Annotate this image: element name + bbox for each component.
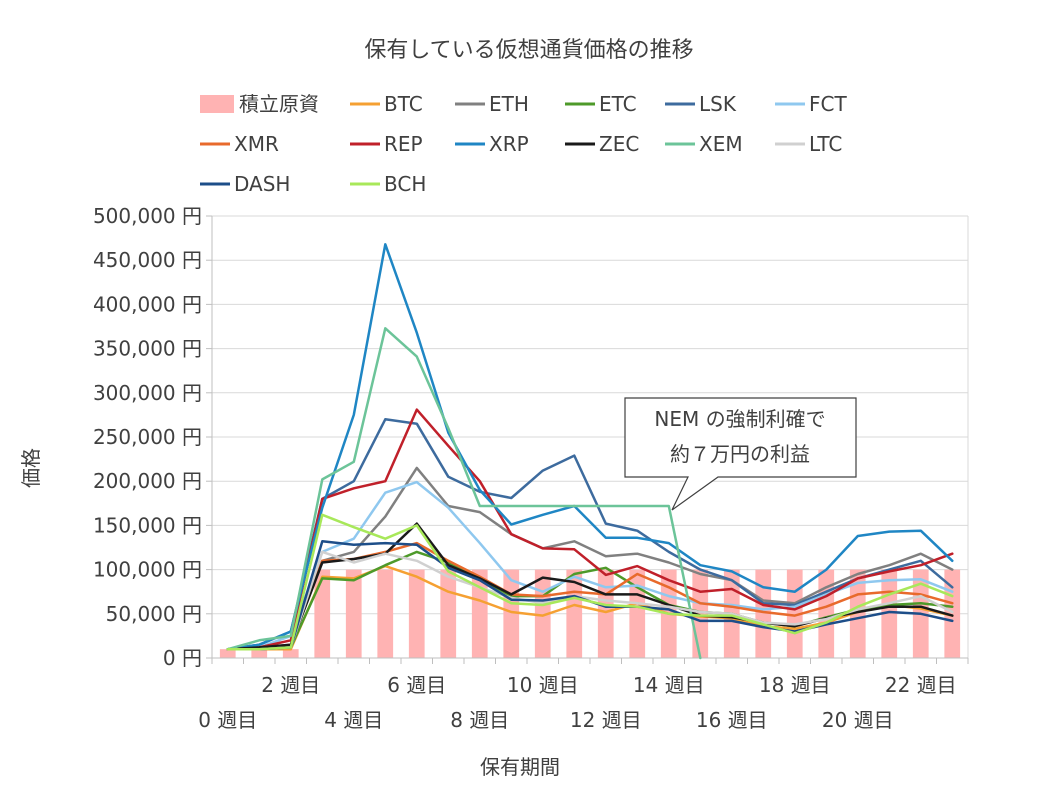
legend-label: ETH bbox=[489, 92, 529, 116]
legend: 積立原資 BTC ETH ETC LSK FCT XMR REP XRP ZEC XEM LTC DAS… bbox=[200, 92, 847, 196]
series-line-rep bbox=[226, 408, 954, 651]
bar-3 bbox=[314, 569, 331, 658]
annotation-box bbox=[624, 397, 857, 511]
bar-0 bbox=[219, 649, 236, 658]
y-tick-label: 0 円 bbox=[163, 646, 202, 670]
y-tick-label: 250,000 円 bbox=[93, 425, 202, 449]
y-tick-label: 100,000 円 bbox=[93, 558, 202, 582]
y-axis-label: 価格 bbox=[19, 448, 43, 488]
x-axis-label: 保有期間 bbox=[480, 755, 560, 779]
x-tick-label: 16 週目 bbox=[696, 708, 768, 732]
bar-10 bbox=[534, 569, 551, 658]
series-line-xrp bbox=[226, 243, 954, 651]
legend-label: ZEC bbox=[599, 132, 639, 156]
series-line-xmr bbox=[226, 541, 954, 651]
annotation-callout: NEM の強制利確で 約７万円の利益 bbox=[624, 397, 857, 511]
series-line-lsk bbox=[226, 418, 954, 651]
bar-2 bbox=[282, 649, 299, 658]
x-tick-label: 8 週目 bbox=[450, 708, 509, 732]
legend-label: ETC bbox=[599, 92, 637, 116]
legend-label: FCT bbox=[809, 92, 847, 116]
bar-6 bbox=[408, 569, 425, 658]
y-tick-label: 350,000 円 bbox=[93, 337, 202, 361]
legend-label: 積立原資 bbox=[239, 92, 319, 116]
x-tick-label: 2 週目 bbox=[261, 673, 320, 697]
series-line-xem bbox=[226, 327, 702, 660]
legend-label: LTC bbox=[809, 132, 842, 156]
y-tick-label: 200,000 円 bbox=[93, 469, 202, 493]
bar-17 bbox=[755, 569, 772, 658]
bar-23 bbox=[944, 569, 961, 658]
bar-4 bbox=[345, 569, 362, 658]
y-tick-label: 450,000 円 bbox=[93, 248, 202, 272]
y-tick-label: 500,000 円 bbox=[93, 204, 202, 228]
bar-5 bbox=[377, 569, 394, 658]
x-tick-label: 18 週目 bbox=[759, 673, 831, 697]
chart-title: 保有している仮想通貨価格の推移 bbox=[364, 38, 693, 63]
legend-label: BCH bbox=[384, 172, 426, 196]
x-tick-label: 12 週目 bbox=[570, 708, 642, 732]
legend-label: XMR bbox=[234, 132, 279, 156]
legend-label: BTC bbox=[384, 92, 423, 116]
bar-7 bbox=[440, 569, 457, 658]
x-tick-label: 20 週目 bbox=[822, 708, 894, 732]
bar-1 bbox=[251, 649, 268, 658]
annotation-line-1: NEM の強制利確で bbox=[654, 407, 825, 431]
bar-19 bbox=[818, 569, 835, 658]
y-tick-label: 300,000 円 bbox=[93, 381, 202, 405]
bar-8 bbox=[471, 569, 488, 658]
series-line-ltc bbox=[226, 550, 954, 651]
bar-13 bbox=[629, 569, 646, 658]
x-tick-label: 22 週目 bbox=[885, 673, 957, 697]
y-tick-label: 400,000 円 bbox=[93, 292, 202, 316]
series-line-bch bbox=[226, 513, 954, 651]
x-tick-label: 14 週目 bbox=[633, 673, 705, 697]
legend-swatch-bar bbox=[200, 95, 234, 113]
legend-label: DASH bbox=[234, 172, 290, 196]
x-tick-label: 0 週目 bbox=[198, 708, 257, 732]
y-tick-label: 50,000 円 bbox=[106, 602, 202, 626]
legend-label: REP bbox=[384, 132, 423, 156]
annotation-line-2: 約７万円の利益 bbox=[670, 442, 810, 466]
x-tick-label: 4 週目 bbox=[324, 708, 383, 732]
y-tick-label: 150,000 円 bbox=[93, 513, 202, 537]
legend-label: XRP bbox=[489, 132, 529, 156]
x-tick-label: 10 週目 bbox=[507, 673, 579, 697]
bar-12 bbox=[597, 569, 614, 658]
legend-label: LSK bbox=[699, 92, 737, 116]
x-tick-label: 6 週目 bbox=[387, 673, 446, 697]
bar-20 bbox=[849, 569, 866, 658]
series-line-eth bbox=[226, 466, 954, 651]
legend-label: XEM bbox=[699, 132, 743, 156]
